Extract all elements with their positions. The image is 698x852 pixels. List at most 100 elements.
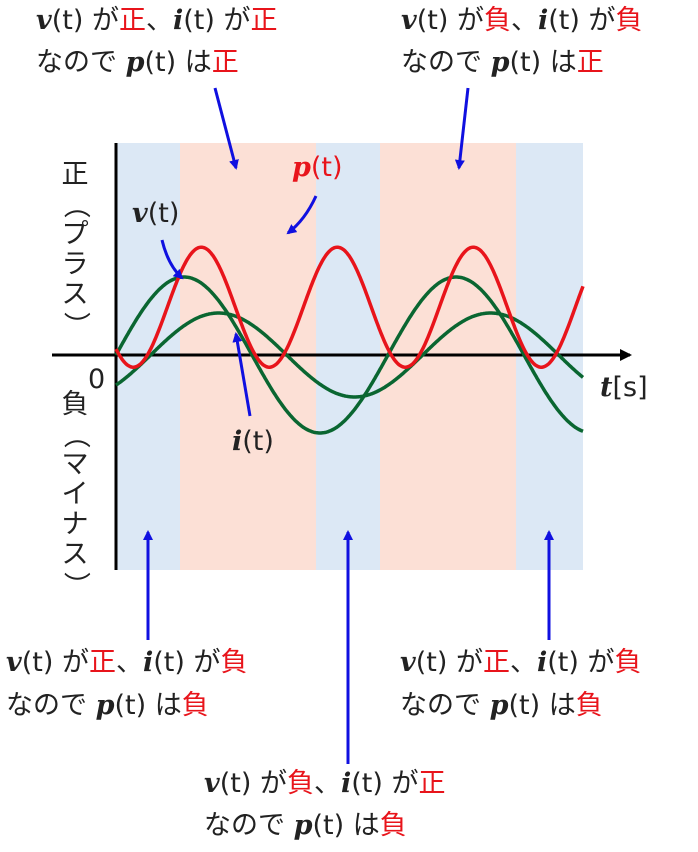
wa-text: は (344, 810, 380, 841)
t-symbol: t (600, 372, 613, 403)
i-sign: 正 (250, 5, 278, 36)
v-sign: 負 (483, 5, 511, 36)
nanode-text: なので (6, 690, 96, 721)
t-arg: (t) (51, 5, 84, 36)
v-symbol: v (132, 198, 148, 229)
i-symbol: i (537, 5, 549, 36)
v-sign: 正 (482, 647, 510, 678)
ga-text: が (184, 647, 221, 678)
separator: 、 (313, 768, 341, 799)
positive-label-char-0: 正 (61, 159, 89, 190)
i-sign: 負 (220, 647, 248, 678)
t-arg: (t) (415, 647, 448, 678)
i-sign: 正 (418, 768, 446, 799)
nanode-text: なので (36, 47, 126, 78)
ga-text: が (83, 5, 119, 36)
wa-text: は (176, 47, 212, 78)
t-arg: (t) (548, 5, 580, 36)
ga-text: が (53, 647, 89, 678)
positive-label-char-5: ） (60, 311, 91, 339)
t-arg: (t) (416, 5, 449, 36)
p-sign: 負 (379, 810, 407, 841)
positive-label-char-2: プ (61, 219, 89, 250)
positive-side-label: 正（プラス） (60, 159, 91, 340)
power-curve (114, 245, 585, 369)
p-sign: 負 (575, 690, 603, 721)
i-sign: 負 (614, 647, 642, 678)
callout-top-right-line1: v(t) が負、i(t) が負 (401, 3, 642, 39)
voltage-curve (114, 275, 584, 435)
v-symbol: v (400, 647, 416, 678)
t-arg: (t) (508, 690, 541, 721)
arrow-i-label-icon (232, 332, 252, 417)
t-arg: (t) (21, 647, 54, 678)
t-arg: (t) (147, 198, 180, 229)
ga-text: が (448, 5, 484, 36)
v-curve-label: v(t) (132, 196, 179, 232)
arrow-top-right-icon (454, 87, 470, 170)
p-curve-label: p(t) (292, 150, 343, 186)
callout-bottom-left-line2: なので p(t) は負 (6, 688, 209, 724)
unit: [s] (612, 372, 648, 403)
negative-label-char-1: （ (60, 421, 91, 449)
negative-label-char-3: イ (61, 479, 89, 510)
negative-label-char-2: マ (61, 449, 89, 480)
p-symbol: p (490, 47, 510, 78)
arrow-top-left-icon (213, 87, 239, 170)
origin-label: 0 (88, 364, 106, 395)
callout-bottom-right-line1: v(t) が正、i(t) が負 (400, 645, 641, 681)
time-axis-label: t[s] (600, 370, 648, 406)
negative-side-label: 負（マイナス） (60, 389, 91, 600)
negative-label-char-4: ナ (61, 509, 89, 540)
ga-text: が (251, 768, 287, 799)
arrow-v-label-icon (160, 239, 184, 280)
t-arg: (t) (183, 5, 215, 36)
v-symbol: v (6, 647, 22, 678)
nanode-text: なので (401, 47, 491, 78)
separator: 、 (145, 5, 173, 36)
p-symbol: p (293, 810, 313, 841)
separator: 、 (115, 647, 143, 678)
p-symbol: p (489, 690, 509, 721)
i-symbol: i (536, 647, 548, 678)
t-arg: (t) (219, 768, 252, 799)
ga-text: が (579, 5, 616, 36)
negative-label-char-6: ） (60, 571, 91, 599)
p-sign: 正 (576, 47, 604, 78)
t-arg: (t) (114, 690, 147, 721)
i-symbol: i (232, 426, 243, 457)
nanode-text: なので (400, 690, 490, 721)
i-symbol: i (142, 647, 154, 678)
t-arg: (t) (351, 768, 383, 799)
arrow-p-label-icon (286, 195, 318, 235)
wa-text: は (541, 47, 577, 78)
t-arg: (t) (310, 152, 343, 183)
negative-label-char-0: 負 (61, 389, 89, 420)
callout-bottom-right-line2: なので p(t) は負 (400, 688, 603, 724)
p-symbol: p (125, 47, 145, 78)
ga-text: が (214, 5, 251, 36)
positive-label-char-3: ラ (61, 249, 89, 280)
v-sign: 正 (118, 5, 146, 36)
positive-label-char-1: （ (60, 191, 91, 219)
i-symbol: i (340, 768, 352, 799)
ga-text: が (382, 768, 419, 799)
t-arg: (t) (153, 647, 185, 678)
current-curve (114, 311, 585, 399)
p-symbol: p (95, 690, 115, 721)
i-curve-label: i(t) (232, 424, 274, 460)
v-symbol: v (36, 5, 52, 36)
ga-text: が (447, 647, 483, 678)
t-arg: (t) (312, 810, 345, 841)
wa-text: は (146, 690, 182, 721)
callout-bottom-center-line1: v(t) が負、i(t) が正 (204, 766, 445, 802)
callout-bottom-left-line1: v(t) が正、i(t) が負 (6, 645, 247, 681)
positive-label-char-4: ス (61, 279, 89, 310)
v-symbol: v (401, 5, 417, 36)
i-sign: 負 (615, 5, 643, 36)
t-arg: (t) (242, 426, 274, 457)
t-arg: (t) (547, 647, 579, 678)
p-sign: 正 (211, 47, 239, 78)
